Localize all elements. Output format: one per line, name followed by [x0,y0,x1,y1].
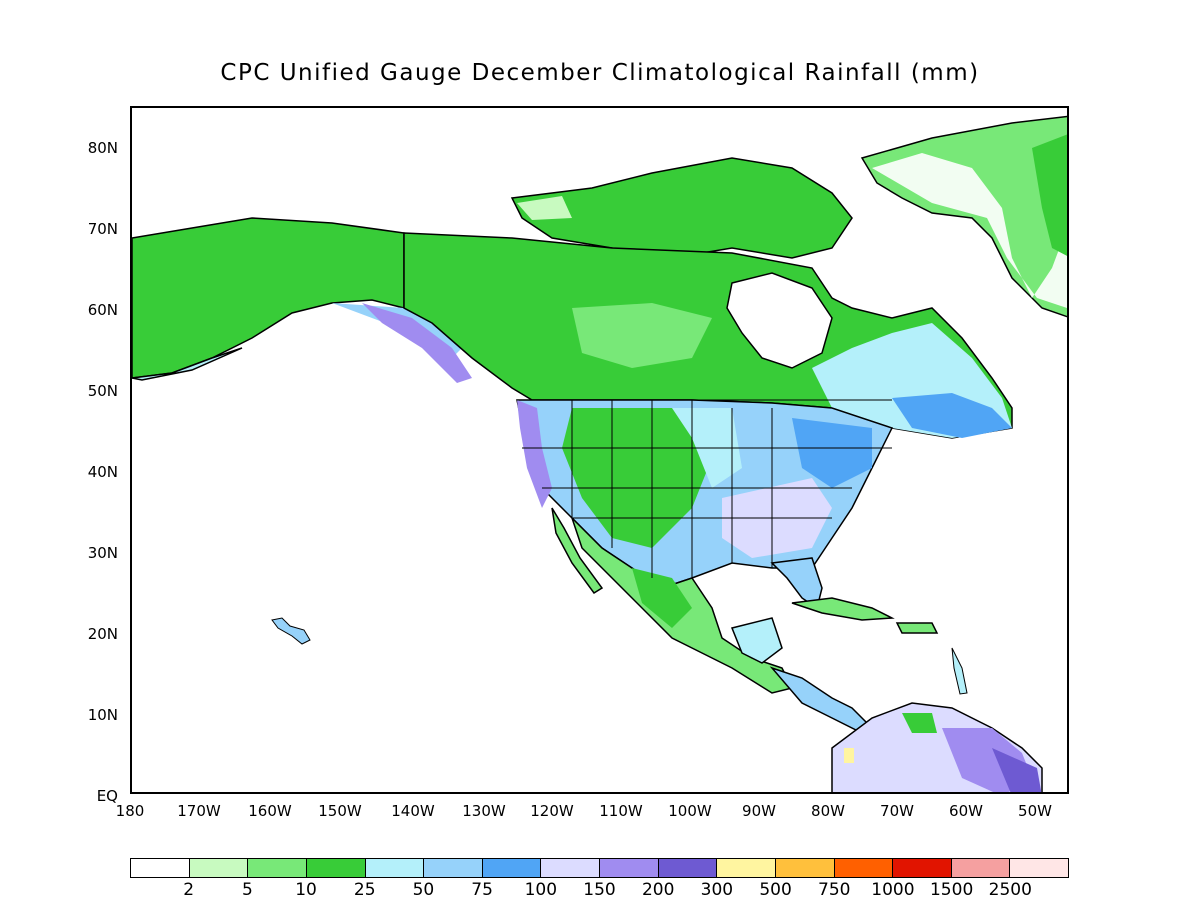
us-interior-dry [562,408,712,548]
canada-light-patch [572,303,712,368]
colorbar-swatch [893,859,952,877]
colorbar-swatch [482,859,542,877]
lon-tick-label: 70W [880,802,914,820]
colorbar-label: 300 [700,880,734,900]
us-northeast-wet [792,418,872,488]
alaska-landmass [132,217,405,379]
lesser-antilles [951,647,968,695]
lat-tick-label: 20N [87,625,118,643]
hawaii-islands [271,617,311,645]
greenland-interior [872,153,1067,308]
cuba [791,597,895,621]
lon-tick-label: 60W [949,802,983,820]
colorbar-label: 2500 [988,880,1032,900]
colorbar-label: 1500 [929,880,974,900]
greenland-east-coast [1032,134,1067,256]
lon-tick-label: 50W [1018,802,1052,820]
lat-tick-label: 50N [87,382,118,400]
colorbar-swatch [600,859,659,877]
lat-tick-label: 30N [87,544,118,562]
political-borders [403,233,892,578]
alaska-southeast-coast [362,303,472,383]
map-title: CPC Unified Gauge December Climatologica… [220,60,980,86]
arctic-islands [510,157,853,259]
colorbar-swatch [775,859,835,877]
colorbar-label: 10 [295,880,317,900]
baja-california [551,507,604,595]
colorbar-label: 150 [583,880,616,900]
colorbar-swatch [834,859,894,877]
colorbar-label: 25 [353,880,376,900]
lon-tick-label: 160W [248,802,292,820]
colorbar-label: 50 [412,880,435,900]
colorbar-label: 500 [759,880,792,900]
colorbar [130,858,1069,878]
lon-tick-label: 120W [530,802,574,820]
lat-tick-label: 80N [87,139,118,157]
colorbar-swatch [248,859,307,877]
colorbar-swatch [717,859,776,877]
mexico-interior [632,568,692,628]
lat-tick-label: 40N [87,463,118,481]
colorbar-swatch [951,859,1011,877]
lat-tick-label: EQ [96,787,118,805]
colorbar-label: 200 [641,880,675,900]
colorbar-swatch [1010,859,1068,877]
colombia-dry [902,713,937,733]
lon-tick-label: 140W [391,802,435,820]
alaska-peninsula [132,347,243,381]
lat-tick-label: 60N [87,301,118,319]
lon-tick-label: 130W [462,802,506,820]
hudson-bay [726,272,833,369]
lon-tick-label: 110W [599,802,643,820]
arctic-islands-light [517,196,572,220]
maritimes-wet [892,393,1012,438]
colorbar-swatch [365,859,425,877]
lon-tick-label: 170W [177,802,221,820]
colorbar-label: 1000 [871,880,915,900]
lon-tick-label: 90W [742,802,776,820]
colorbar-swatch [658,859,718,877]
colorbar-label: 5 [241,880,253,900]
us-west-coast-wet [517,400,552,508]
amazon-wet [992,748,1042,792]
central-america [769,666,874,734]
lat-tick-label: 10N [87,706,118,724]
colorbar-label: 750 [818,880,851,900]
lon-tick-label: 150W [318,802,362,820]
colorbar-swatch [189,859,249,877]
map-panel [130,106,1069,794]
yucatan [730,617,783,664]
colorbar-swatch [541,859,600,877]
colorbar-label: 75 [471,880,493,900]
colombia-peak [844,748,854,763]
colorbar-swatch [306,859,366,877]
colorbar-label: 100 [524,880,558,900]
lat-tick-label: 70N [87,220,118,238]
colorbar-label: 2 [183,880,195,900]
lon-tick-label: 80W [811,802,845,820]
lon-tick-label: 180 [115,802,145,820]
colorbar-swatch [131,859,190,877]
rainfall-map [132,115,1067,792]
colorbar-swatch [424,859,483,877]
lon-tick-label: 100W [668,802,712,820]
hispaniola [895,622,939,634]
